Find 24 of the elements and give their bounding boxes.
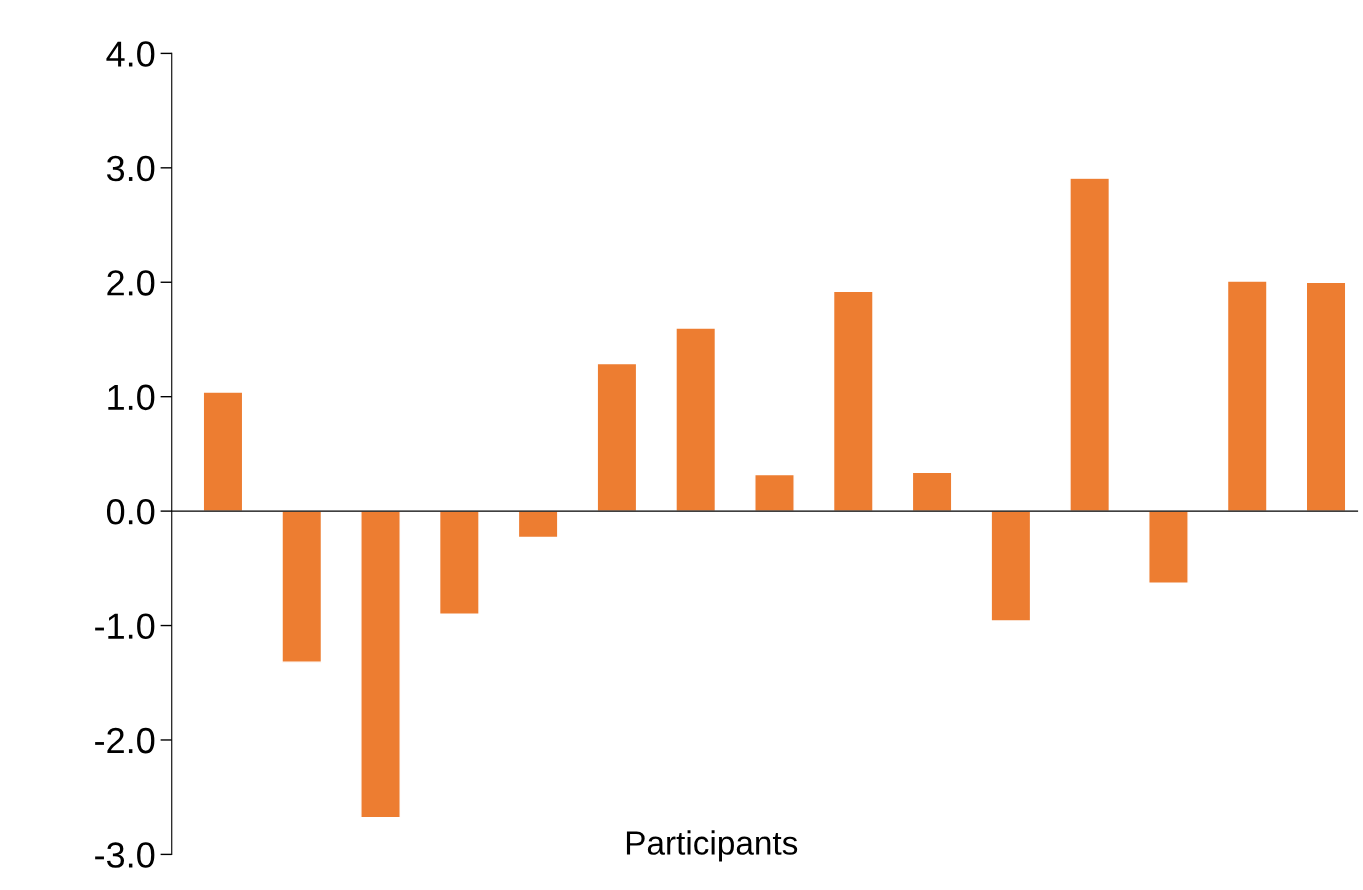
bar (360, 510, 401, 819)
y-tick-label: 3.0 (106, 155, 155, 182)
bar (1148, 510, 1189, 584)
y-tick-label: -2.0 (95, 727, 155, 754)
y-tick-label: 0.0 (106, 498, 155, 525)
y-tick-label: -1.0 (95, 613, 155, 639)
bar (517, 510, 559, 539)
bar (832, 290, 874, 512)
bar (281, 510, 323, 663)
bar (990, 510, 1032, 622)
bar (1226, 280, 1268, 512)
bar (596, 362, 638, 512)
y-tick-label: 2.0 (107, 270, 155, 296)
bar (754, 473, 795, 512)
y-tick-label: 1.0 (108, 384, 155, 411)
bar (1305, 281, 1347, 512)
bar (438, 510, 480, 615)
y-tick-label: -3.0 (95, 842, 155, 868)
bar (1069, 177, 1111, 512)
bar (202, 391, 244, 512)
bar (911, 471, 953, 512)
bar (675, 327, 717, 512)
y-tick-label: 4.0 (106, 41, 155, 67)
x-axis-title: Participants (626, 830, 798, 862)
